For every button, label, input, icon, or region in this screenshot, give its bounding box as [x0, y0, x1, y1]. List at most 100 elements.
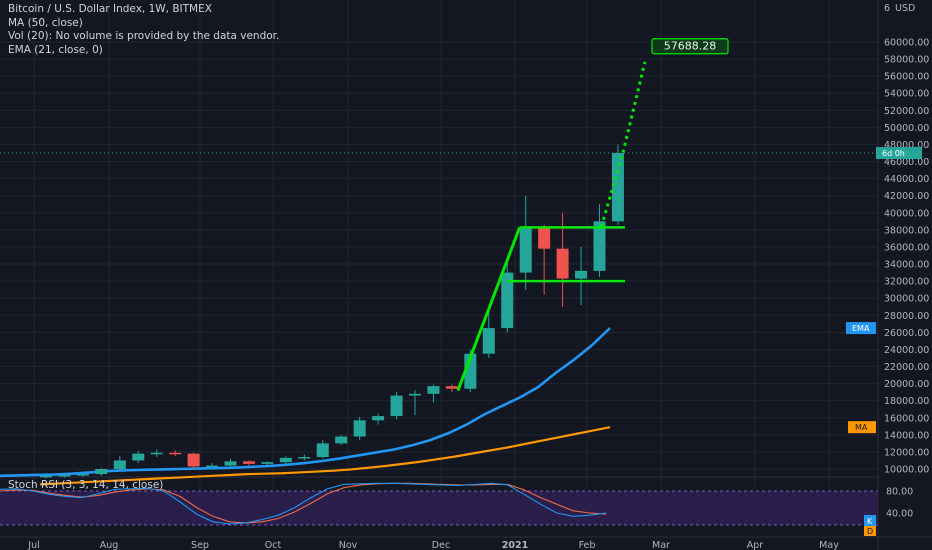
candle-body: [95, 469, 108, 475]
price-tick: 58000.00: [884, 55, 929, 66]
target-label-box: [651, 38, 729, 55]
candle-body: [224, 461, 237, 466]
candle-body: [58, 474, 71, 477]
candle: [261, 461, 274, 466]
current-price-badge: 6d 0h: [876, 147, 922, 160]
price-axis-bg: [878, 0, 932, 550]
k-badge-text: K: [867, 517, 873, 526]
time-tick: Oct: [265, 540, 282, 550]
price-tick: 56000.00: [884, 72, 929, 83]
grid-lines: [0, 0, 878, 525]
candle-body: [298, 457, 311, 459]
d-badge-text: D: [867, 527, 873, 536]
time-tick: 2021: [502, 540, 528, 550]
candle-body: [482, 328, 495, 354]
annotation-drawing: 57688.28: [456, 38, 729, 391]
ma-line: [39, 426, 611, 486]
price-tick: 50000.00: [884, 123, 929, 134]
candle-body: [519, 228, 532, 273]
price-tick: 32000.00: [884, 277, 929, 288]
time-tick: Jul: [27, 540, 39, 550]
candle: [409, 390, 421, 416]
chart-legend: Bitcoin / U.S. Dollar Index, 1W, BITMEX …: [8, 3, 279, 57]
candle: [501, 257, 514, 333]
time-tick: Apr: [747, 540, 764, 550]
stoch-rsi-band: [0, 491, 878, 525]
stoch-k-line: [0, 482, 607, 525]
candle-body: [445, 386, 458, 389]
candle-body: [575, 270, 588, 279]
stoch-rsi-legend[interactable]: Stoch RSI (3, 3, 14, 14, close): [8, 479, 164, 491]
candle-body: [279, 457, 292, 463]
rsi-tick: 40.00: [886, 509, 913, 520]
projection-line: [600, 61, 647, 227]
price-tick: 20000.00: [884, 379, 929, 390]
candle: [242, 460, 255, 466]
currency-label: USD: [895, 3, 915, 14]
legend-ma[interactable]: MA (50, close): [8, 16, 83, 29]
candle: [538, 224, 551, 295]
candle-body: [132, 453, 145, 461]
candle-body: [40, 475, 52, 478]
d-badge-bg: [864, 526, 876, 536]
candle-body: [316, 443, 329, 458]
price-tick: 30000.00: [884, 294, 929, 305]
candle: [593, 204, 606, 277]
price-tick: 48000.00: [884, 140, 929, 151]
ma-badge-text: MA: [855, 423, 868, 432]
candle: [519, 195, 532, 290]
k-badge-bg: [864, 515, 876, 526]
candle-body: [206, 465, 219, 468]
price-tick: 24000.00: [884, 345, 929, 356]
candle-body: [353, 420, 366, 437]
current-price-badge-bg: [876, 147, 922, 160]
candle-body: [427, 386, 440, 394]
time-tick: Sep: [191, 540, 209, 550]
time-tick: Nov: [339, 540, 358, 550]
candle-body: [556, 248, 569, 279]
legend-ema[interactable]: EMA (21, close, 0): [8, 43, 103, 56]
candle-body: [611, 153, 624, 222]
candle: [58, 473, 71, 478]
price-tick: 46000.00: [884, 157, 929, 168]
price-tick: 10000.00: [884, 465, 929, 476]
candle: [206, 463, 219, 469]
candle-body: [150, 452, 163, 455]
candle: [224, 458, 237, 468]
ema-badge-bg: [846, 322, 876, 335]
candle: [187, 452, 200, 469]
legend-symbol[interactable]: Bitcoin / U.S. Dollar Index, 1W, BITMEX: [8, 3, 212, 15]
price-tick: 52000.00: [884, 106, 929, 117]
price-tick: 14000.00: [884, 430, 929, 441]
price-tick: 12000.00: [884, 447, 929, 458]
target-price-label: 57688.28: [651, 38, 729, 55]
candle: [150, 449, 163, 458]
ma-badge-bg: [848, 421, 876, 434]
candle: [390, 392, 403, 420]
candle-body: [187, 453, 200, 467]
time-tick: Mar: [652, 540, 670, 550]
price-tick: 38000.00: [884, 225, 929, 236]
price-tick: 54000.00: [884, 89, 929, 100]
candle: [316, 439, 329, 459]
candle: [445, 384, 458, 393]
time-tick: Aug: [100, 540, 119, 550]
candle: [298, 454, 311, 461]
candle-body: [113, 460, 126, 469]
axis-top-partial-tick: 6: [884, 3, 890, 14]
ema-line: [0, 327, 611, 478]
candle: [169, 450, 182, 457]
candle: [76, 472, 89, 477]
candle-body: [76, 474, 89, 476]
price-tick: 16000.00: [884, 413, 929, 424]
candle: [40, 474, 52, 479]
price-tick: 22000.00: [884, 362, 929, 373]
legend-vol[interactable]: Vol (20): No volume is provided by the d…: [8, 30, 280, 42]
candle: [132, 451, 145, 464]
rsi-tick: 80.00: [886, 487, 913, 498]
candle-body: [593, 221, 606, 271]
candle: [279, 456, 292, 464]
candle-body: [409, 393, 421, 396]
